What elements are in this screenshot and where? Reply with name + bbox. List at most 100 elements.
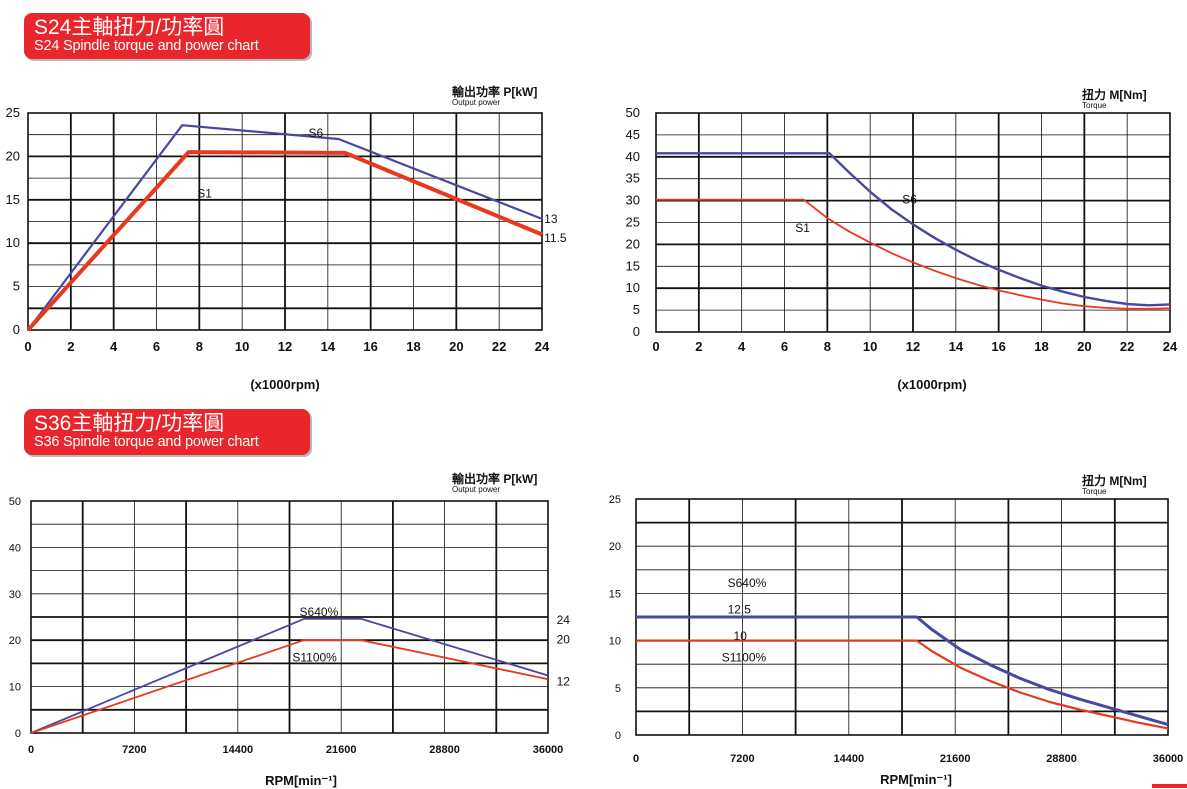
banner-title-en: S36 Spindle torque and power chart [34,434,259,450]
x-tick-label: 0 [28,744,34,756]
y-tick-label: 10 [626,280,640,295]
x-tick-label: 36000 [533,744,564,756]
section-banner-s24: S24主軸扭力/功率圓 S24 Spindle torque and power… [24,13,310,59]
y-tick-label: 15 [6,192,20,207]
annotation-label: 10 [734,629,748,643]
annotation-label: S6 [902,193,917,207]
x-tick-label: 22 [492,339,506,354]
y-tick-label: 5 [633,302,640,317]
x-tick-label: 16 [991,339,1005,354]
annotation-label: 11.5 [544,231,567,245]
y-axis-sublabel: Torque [1082,101,1107,110]
y-tick-label: 15 [609,588,621,600]
y-tick-label: 50 [626,105,640,120]
y-tick-label: 35 [626,171,640,186]
y-tick-label: 0 [633,324,640,339]
annotation-label: S1 [197,187,212,201]
annotation-label: S1100% [292,650,337,664]
x-axis-label: (x1000rpm) [897,377,966,392]
x-tick-label: 14 [321,339,336,354]
annotation-label: 12.5 [728,602,752,616]
x-tick-label: 14400 [834,753,865,765]
y-tick-label: 0 [615,730,621,742]
x-tick-label: 0 [633,753,639,765]
annotation-label: 24 [557,613,571,627]
x-tick-label: 24 [535,339,550,354]
x-tick-label: 14400 [223,744,254,756]
x-tick-label: 18 [406,339,420,354]
plot-frame [655,112,1171,333]
x-tick-label: 12 [278,339,292,354]
banner-title-cn: S24主軸扭力/功率圓 [34,16,225,39]
x-axis-label: RPM[min⁻¹] [265,773,337,788]
annotation-label: 13 [544,212,558,226]
annotation-label: 12 [557,674,571,688]
x-tick-label: 21600 [940,753,971,765]
y-axis-sublabel: Output power [452,485,500,494]
y-tick-label: 30 [626,193,640,208]
y-tick-label: 25 [6,105,20,120]
x-tick-label: 10 [235,339,249,354]
x-tick-label: 7200 [730,753,754,765]
x-tick-label: 6 [781,339,788,354]
y-tick-label: 5 [615,683,621,695]
series-line-s1 [26,150,543,332]
x-tick-label: 28800 [1046,753,1077,765]
y-axis-sublabel: Output power [452,98,500,107]
y-tick-label: 20 [9,635,21,647]
y-tick-label: 40 [9,542,21,554]
banner-title-en: S24 Spindle torque and power chart [34,38,259,54]
x-axis-label: (x1000rpm) [250,377,319,392]
y-tick-label: 45 [626,127,640,142]
annotation-label: 20 [557,632,571,646]
y-axis-label: 扭力 M[Nm] [1082,473,1147,488]
annotation-label: S1100% [722,651,767,665]
x-tick-label: 2 [67,339,74,354]
x-tick-label: 18 [1034,339,1048,354]
series-line-s1100pct [636,639,1169,730]
y-tick-label: 0 [13,322,20,337]
series-line-s6 [656,152,1171,307]
x-tick-label: 10 [863,339,877,354]
section-banner-s36: S36主軸扭力/功率圓 S36 Spindle torque and power… [24,409,310,455]
y-tick-label: 0 [15,728,21,740]
y-tick-label: 50 [9,496,21,508]
x-tick-label: 16 [363,339,377,354]
plot-frame [30,500,549,734]
x-tick-label: 36000 [1153,753,1184,765]
annotation-label: S1 [795,221,810,235]
series-line-s1100pct [30,639,549,734]
y-tick-label: 15 [626,258,640,273]
y-tick-label: 40 [626,149,640,164]
annotation-label: S6 [309,126,324,140]
plot-frame [27,112,543,331]
y-tick-label: 5 [13,279,20,294]
x-tick-label: 21600 [326,744,357,756]
y-axis-label: 扭力 M[Nm] [1082,87,1147,102]
y-tick-label: 25 [609,494,621,506]
x-tick-label: 2 [695,339,702,354]
y-tick-label: 10 [9,682,21,694]
y-axis-sublabel: Torque [1082,487,1107,496]
x-tick-label: 0 [652,339,659,354]
series-line-s640pct [636,615,1169,727]
x-tick-label: 4 [738,339,746,354]
annotation-label: S640% [728,576,767,590]
annotation-label: S640% [300,605,339,619]
y-tick-label: 10 [609,636,621,648]
y-axis-label: 輸出功率 P[kW] [452,84,537,99]
x-tick-label: 8 [196,339,203,354]
y-tick-label: 20 [626,236,640,251]
x-tick-label: 12 [906,339,920,354]
x-tick-label: 22 [1120,339,1134,354]
x-tick-label: 24 [1163,339,1178,354]
y-axis-label: 輸出功率 P[kW] [452,471,537,486]
x-tick-label: 28800 [429,744,460,756]
x-tick-label: 14 [949,339,964,354]
series-line-s6 [27,124,543,331]
y-tick-label: 20 [6,148,20,163]
x-tick-label: 6 [153,339,160,354]
y-tick-label: 20 [609,541,621,553]
y-tick-label: 30 [9,589,21,601]
